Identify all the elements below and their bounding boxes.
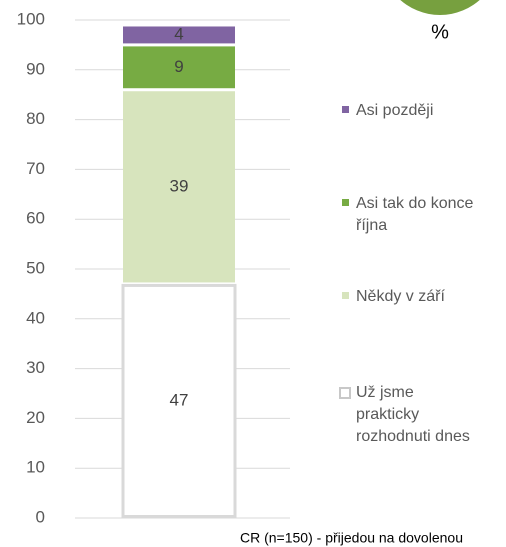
y-tick-label: 20 [26,408,45,427]
legend-label: Někdy v září [356,288,445,305]
y-tick-label: 0 [36,507,45,526]
data-label: 47 [170,390,189,409]
bar-segment [123,91,235,283]
unit-label: % [431,21,449,43]
bar-segment [123,46,235,89]
y-tick-label: 100 [17,9,45,28]
decor-circle [400,0,480,15]
y-tick-label: 40 [26,308,45,327]
legend-label: Už jsme prakticky rozhodnuti dnes [356,384,470,445]
bar-segment [123,26,235,44]
legend-swatch [342,106,349,113]
y-tick-label: 30 [26,358,45,377]
legend-swatch [339,387,351,399]
data-label: 39 [170,176,189,195]
y-tick-label: 60 [26,209,45,228]
y-tick-label: 70 [26,159,45,178]
y-tick-label: 90 [26,59,45,78]
note: CR (n=150) - přijedou na dovolenou [240,530,463,546]
y-tick-label: 50 [26,258,45,277]
legend-label: Asi později [356,102,434,119]
legend-swatch [342,199,349,206]
data-label: 4 [174,24,183,43]
legend-label: Asi tak do konce října [356,195,474,234]
bar-segment [121,283,237,518]
y-tick-label: 80 [26,109,45,128]
legend-swatch [342,292,349,299]
data-label: 9 [174,57,183,76]
y-tick-label: 10 [26,458,45,477]
